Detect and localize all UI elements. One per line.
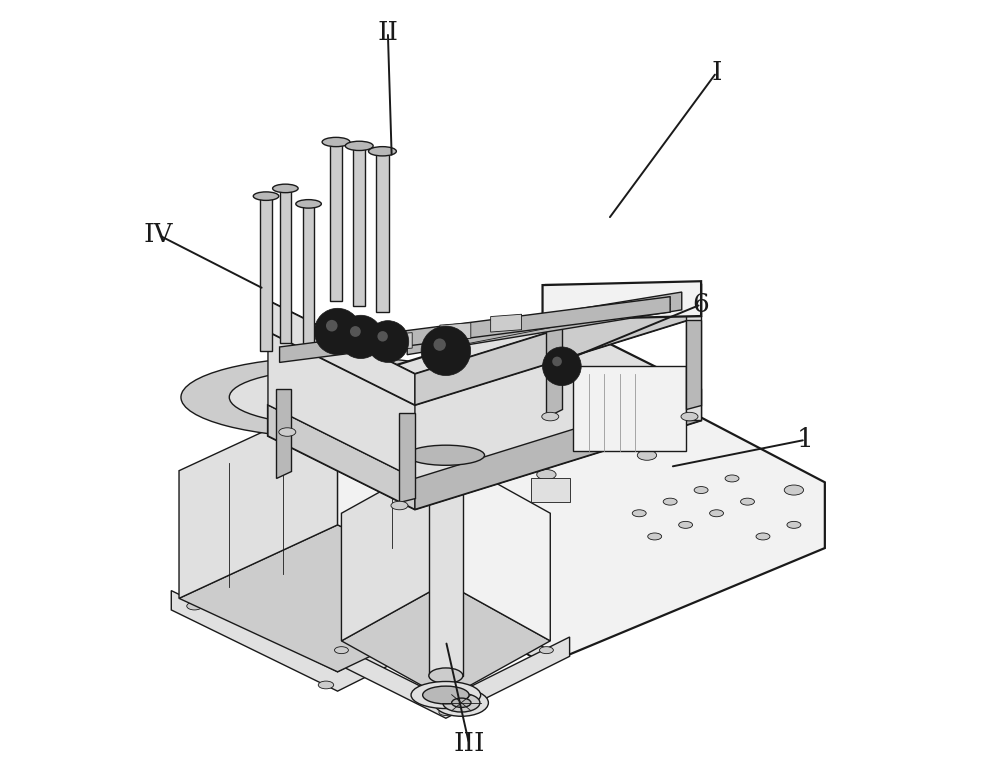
Ellipse shape (537, 470, 556, 480)
Polygon shape (376, 151, 389, 312)
Ellipse shape (469, 602, 485, 610)
Polygon shape (407, 292, 682, 354)
Polygon shape (384, 397, 825, 664)
Ellipse shape (296, 199, 321, 208)
Polygon shape (280, 189, 291, 343)
Text: I: I (711, 60, 722, 85)
Ellipse shape (542, 412, 559, 421)
Ellipse shape (279, 428, 296, 436)
Polygon shape (171, 590, 500, 691)
Polygon shape (531, 478, 570, 502)
Ellipse shape (725, 475, 739, 482)
Ellipse shape (694, 487, 708, 494)
Polygon shape (338, 397, 492, 598)
Polygon shape (415, 390, 701, 509)
Circle shape (367, 321, 409, 362)
Circle shape (543, 347, 581, 386)
Ellipse shape (784, 485, 804, 495)
Polygon shape (341, 455, 446, 641)
Circle shape (314, 308, 361, 354)
Ellipse shape (439, 639, 453, 646)
Polygon shape (303, 204, 314, 354)
Polygon shape (260, 196, 272, 351)
Ellipse shape (787, 521, 801, 528)
Polygon shape (179, 525, 492, 671)
Text: II: II (377, 19, 398, 44)
Ellipse shape (439, 709, 453, 715)
Polygon shape (415, 285, 701, 405)
Ellipse shape (334, 647, 348, 654)
Ellipse shape (369, 146, 396, 156)
Ellipse shape (741, 498, 754, 505)
Ellipse shape (423, 686, 469, 704)
Ellipse shape (710, 509, 724, 516)
Ellipse shape (539, 647, 553, 654)
Ellipse shape (341, 428, 550, 482)
Ellipse shape (407, 445, 485, 465)
Ellipse shape (253, 192, 279, 200)
Ellipse shape (318, 681, 334, 689)
Ellipse shape (681, 412, 698, 421)
Circle shape (377, 331, 388, 341)
Polygon shape (353, 146, 365, 306)
Polygon shape (276, 390, 291, 478)
Polygon shape (384, 563, 546, 664)
Polygon shape (546, 328, 562, 417)
Ellipse shape (429, 668, 463, 683)
Ellipse shape (648, 533, 662, 540)
Ellipse shape (372, 436, 519, 474)
Ellipse shape (411, 682, 481, 709)
Polygon shape (280, 297, 670, 362)
Ellipse shape (187, 602, 202, 610)
Ellipse shape (345, 141, 373, 150)
Ellipse shape (181, 357, 494, 438)
Polygon shape (686, 320, 701, 409)
Polygon shape (491, 314, 522, 332)
Ellipse shape (637, 450, 657, 460)
Text: IV: IV (143, 222, 173, 247)
Polygon shape (543, 281, 701, 320)
Polygon shape (268, 316, 701, 509)
Circle shape (350, 326, 361, 337)
Polygon shape (573, 366, 686, 451)
Polygon shape (341, 583, 550, 699)
Polygon shape (546, 285, 701, 316)
Polygon shape (686, 316, 701, 421)
Ellipse shape (443, 693, 480, 712)
Polygon shape (381, 333, 412, 351)
Ellipse shape (756, 533, 770, 540)
Polygon shape (268, 301, 415, 478)
Circle shape (339, 315, 382, 358)
Ellipse shape (679, 521, 693, 528)
Ellipse shape (663, 498, 677, 505)
Circle shape (433, 338, 446, 351)
Ellipse shape (229, 369, 446, 425)
Circle shape (421, 326, 471, 375)
Ellipse shape (273, 184, 298, 192)
Circle shape (552, 357, 562, 366)
Ellipse shape (452, 698, 471, 707)
Polygon shape (429, 455, 463, 675)
Ellipse shape (632, 509, 646, 516)
Circle shape (326, 320, 338, 332)
Ellipse shape (391, 501, 408, 509)
Ellipse shape (278, 382, 398, 413)
Text: 6: 6 (693, 292, 709, 317)
Polygon shape (268, 405, 415, 509)
Ellipse shape (434, 689, 488, 716)
Polygon shape (322, 637, 570, 718)
Polygon shape (440, 323, 471, 340)
Polygon shape (446, 455, 550, 641)
Text: III: III (453, 731, 485, 756)
Polygon shape (268, 301, 415, 405)
Text: 1: 1 (797, 427, 814, 453)
Polygon shape (268, 285, 701, 405)
Ellipse shape (322, 137, 350, 146)
Polygon shape (179, 397, 338, 598)
Ellipse shape (330, 593, 345, 601)
Polygon shape (399, 413, 415, 502)
Polygon shape (330, 142, 342, 301)
